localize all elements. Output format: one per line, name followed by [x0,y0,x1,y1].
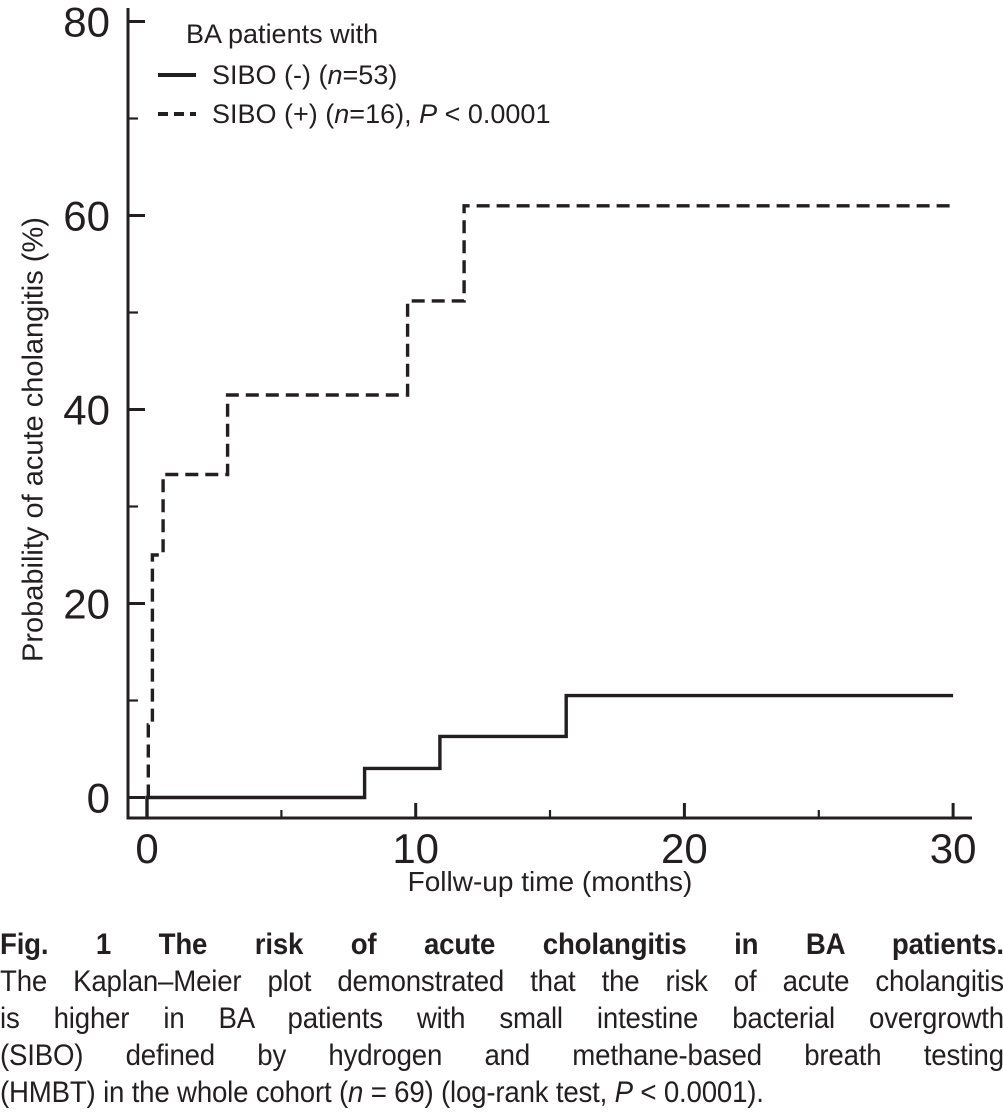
text-part: < 0.0001). [632,1076,764,1109]
legend-title: BA patients with [186,19,379,49]
figure-caption: Fig. 1 The risk of acute cholangitis in … [0,926,1003,1111]
y-tick-label: 60 [63,193,110,240]
legend-label-sibo-negative: SIBO (-) (n=53) [212,60,397,91]
km-curve-solid [145,693,954,818]
km-chart-area: 0 20 40 60 80 0 10 20 30 Probability of acute ch… [17,0,977,897]
text-part: (HMBT) in the whole cohort ( [0,1076,349,1109]
legend-item-sibo-positive: SIBO (+) (n=16), P < 0.0001 [158,98,550,130]
x-tick-label: 30 [930,825,977,872]
text-part: n [348,1076,364,1109]
text-part: =53) [342,59,398,90]
y-tick-label: 40 [63,387,110,434]
x-tick-label: 10 [392,825,439,872]
dashed-line-sample [158,112,196,116]
caption-line-4: (SIBO) defined by hydrogen and methane-b… [0,1039,1003,1072]
axes [126,8,972,820]
legend-item-sibo-negative: SIBO (-) (n=53) [158,59,550,91]
solid-line-sample [158,73,196,77]
caption-line-2: The Kaplan–Meier plot demonstrated that … [0,965,1003,998]
text-part: = 69) (log-rank test, [363,1076,615,1109]
y-tick-label: 0 [87,775,110,822]
text-part: =16), [349,98,420,129]
text-part: n [334,98,350,129]
y-tick-label: 80 [63,0,110,46]
caption-line-1: Fig. 1 The risk of acute cholangitis in … [0,928,1003,961]
legend: BA patients with SIBO (-) (n=53) SIBO (+… [158,16,550,130]
x-tick-label: 20 [661,825,708,872]
text-part: P [614,1076,633,1109]
text-part: < 0.0001 [437,98,551,129]
km-curve-dashed [146,204,954,798]
text-part: SIBO (-) ( [212,59,328,90]
text-part: P [419,98,438,129]
x-tick-label: 0 [135,825,158,872]
y-axis-label: Probability of acute cholangitis (%) [17,217,50,663]
caption-line-5: (HMBT) in the whole cohort (n = 69) (log… [0,1074,1003,1111]
text-part: SIBO (+) ( [212,98,335,129]
km-plot: 0 20 40 60 80 0 10 20 30 [63,0,977,872]
x-axis-label: Follw-up time (months) [407,866,693,897]
legend-label-sibo-positive: SIBO (+) (n=16), P < 0.0001 [212,99,550,130]
caption-line-3: is higher in BA patients with small inte… [0,1002,1003,1035]
y-tick-label: 20 [63,581,110,628]
text-part: n [327,59,343,90]
